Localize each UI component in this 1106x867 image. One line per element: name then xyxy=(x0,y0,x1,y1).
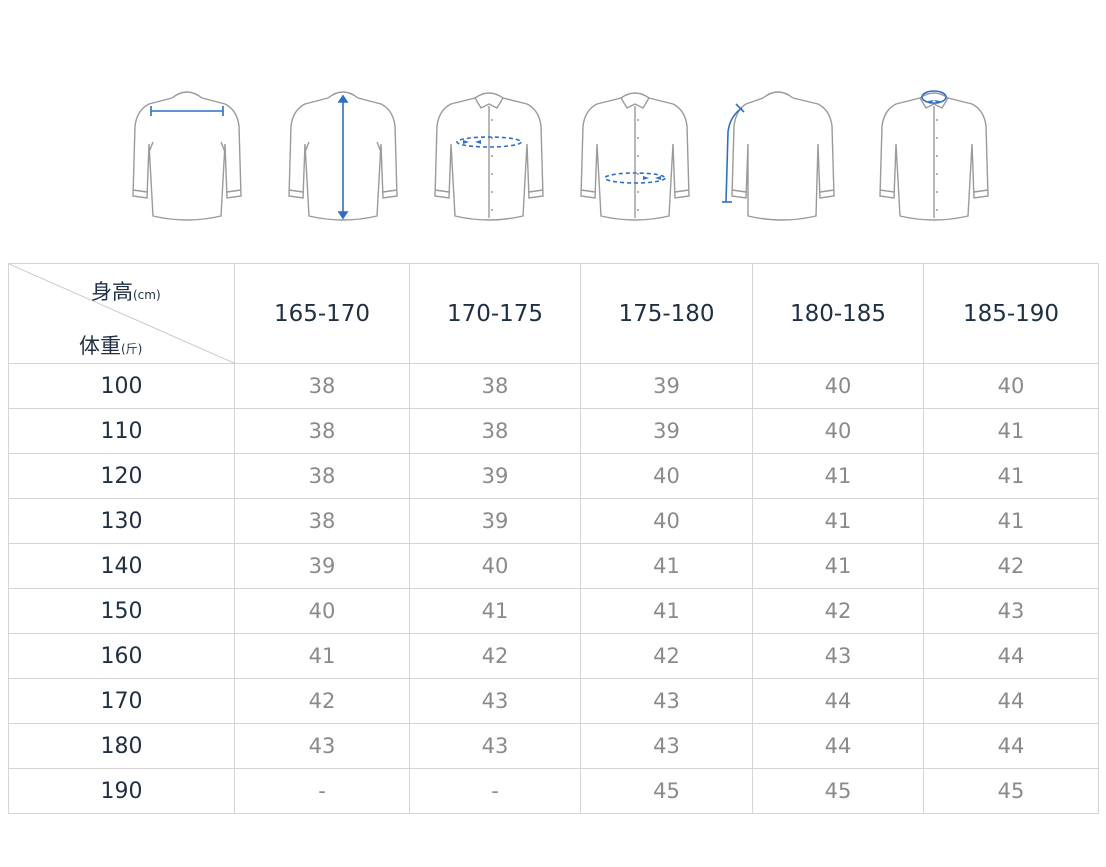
size-cell: 42 xyxy=(752,588,924,634)
size-cell: 39 xyxy=(409,498,581,544)
weight-cell: 180 xyxy=(8,723,235,769)
weight-cell: 140 xyxy=(8,543,235,589)
size-cell: 43 xyxy=(580,678,753,724)
shirt-front-collar-icon xyxy=(879,90,989,221)
shirt-front-waist-icon xyxy=(580,92,690,221)
shirt-length-figure xyxy=(283,86,403,226)
height-unit: (cm) xyxy=(133,288,161,302)
size-cell: 41 xyxy=(923,498,1099,544)
size-cell: 39 xyxy=(580,363,753,409)
table-row: 140 39 40 41 41 42 xyxy=(8,543,1099,589)
shirt-back-shoulder-icon xyxy=(132,91,242,221)
size-cell: 40 xyxy=(409,543,581,589)
size-cell: 44 xyxy=(923,678,1099,724)
size-cell: 40 xyxy=(580,498,753,544)
size-cell: 44 xyxy=(923,723,1099,769)
size-cell: 40 xyxy=(752,363,924,409)
size-cell: 44 xyxy=(752,723,924,769)
height-range-header: 170-175 xyxy=(409,263,581,364)
table-row: 180 43 43 43 44 44 xyxy=(8,723,1099,769)
shirt-back-sleeve-icon xyxy=(722,91,835,221)
size-cell: 42 xyxy=(580,633,753,679)
size-cell: - xyxy=(409,768,581,814)
size-cell: 39 xyxy=(409,453,581,499)
size-cell: 45 xyxy=(580,768,753,814)
weight-cell: 160 xyxy=(8,633,235,679)
weight-cell: 150 xyxy=(8,588,235,634)
weight-cell: 110 xyxy=(8,408,235,454)
size-cell: 42 xyxy=(234,678,410,724)
size-cell: 40 xyxy=(580,453,753,499)
size-cell: 40 xyxy=(923,363,1099,409)
size-cell: 38 xyxy=(234,453,410,499)
size-cell: 42 xyxy=(923,543,1099,589)
size-cell: 45 xyxy=(752,768,924,814)
size-cell: 43 xyxy=(409,678,581,724)
weight-cell: 170 xyxy=(8,678,235,724)
height-range-header: 185-190 xyxy=(923,263,1099,364)
waist-figure xyxy=(575,86,695,226)
size-cell: 42 xyxy=(409,633,581,679)
table-row: 160 41 42 42 43 44 xyxy=(8,633,1099,679)
size-cell: 38 xyxy=(409,408,581,454)
size-cell: 38 xyxy=(234,498,410,544)
weight-label: 体重 xyxy=(79,334,121,358)
size-cell: 41 xyxy=(752,543,924,589)
size-cell: - xyxy=(234,768,410,814)
size-cell: 38 xyxy=(234,363,410,409)
height-range-header: 180-185 xyxy=(752,263,924,364)
weight-cell: 120 xyxy=(8,453,235,499)
corner-cell: 身高(cm) 体重(斤) xyxy=(8,263,235,364)
size-cell: 43 xyxy=(923,588,1099,634)
shirt-front-chest-icon xyxy=(434,92,544,221)
size-cell: 41 xyxy=(752,453,924,499)
table-row: 190- -45 45 45 xyxy=(8,768,1099,814)
table-row: 100 38 38 39 40 40 xyxy=(8,363,1099,409)
size-cell: 41 xyxy=(409,588,581,634)
height-label: 身高 xyxy=(91,280,133,304)
size-cell: 41 xyxy=(923,408,1099,454)
height-range-header: 165-170 xyxy=(234,263,410,364)
size-cell: 41 xyxy=(580,543,753,589)
shoulder-width-figure xyxy=(127,86,247,226)
table-row: 110 38 38 39 40 41 xyxy=(8,408,1099,454)
height-label-group: 身高(cm) xyxy=(91,276,161,306)
measurement-figures xyxy=(0,0,1106,250)
weight-label-group: 体重(斤) xyxy=(79,330,142,360)
table-row: 170 42 43 43 44 44 xyxy=(8,678,1099,724)
weight-cell: 130 xyxy=(8,498,235,544)
size-cell: 43 xyxy=(580,723,753,769)
size-cell: 44 xyxy=(752,678,924,724)
diagonal-divider xyxy=(9,264,234,363)
size-cell: 45 xyxy=(923,768,1099,814)
size-cell: 40 xyxy=(752,408,924,454)
size-cell: 39 xyxy=(234,543,410,589)
size-chart-table: 身高(cm) 体重(斤) 165-170 170-175 175-180 180… xyxy=(8,263,1099,814)
chest-figure xyxy=(429,86,549,226)
size-cell: 41 xyxy=(923,453,1099,499)
size-cell: 38 xyxy=(234,408,410,454)
size-cell: 40 xyxy=(234,588,410,634)
weight-cell: 190 xyxy=(8,768,235,814)
sleeve-length-figure xyxy=(718,86,838,226)
size-cell: 39 xyxy=(580,408,753,454)
table-row: 150 40 41 41 42 43 xyxy=(8,588,1099,634)
header-row: 身高(cm) 体重(斤) 165-170 170-175 175-180 180… xyxy=(8,263,1099,364)
size-cell: 43 xyxy=(752,633,924,679)
collar-figure xyxy=(874,86,994,226)
size-cell: 43 xyxy=(409,723,581,769)
size-cell: 44 xyxy=(923,633,1099,679)
height-range-header: 175-180 xyxy=(580,263,753,364)
weight-cell: 100 xyxy=(8,363,235,409)
weight-unit: (斤) xyxy=(121,342,143,356)
size-cell: 38 xyxy=(409,363,581,409)
shirt-back-length-icon xyxy=(288,91,398,221)
size-cell: 41 xyxy=(752,498,924,544)
table-row: 130 38 39 40 41 41 xyxy=(8,498,1099,544)
size-cell: 41 xyxy=(580,588,753,634)
size-cell: 41 xyxy=(234,633,410,679)
table-row: 120 38 39 40 41 41 xyxy=(8,453,1099,499)
size-cell: 43 xyxy=(234,723,410,769)
